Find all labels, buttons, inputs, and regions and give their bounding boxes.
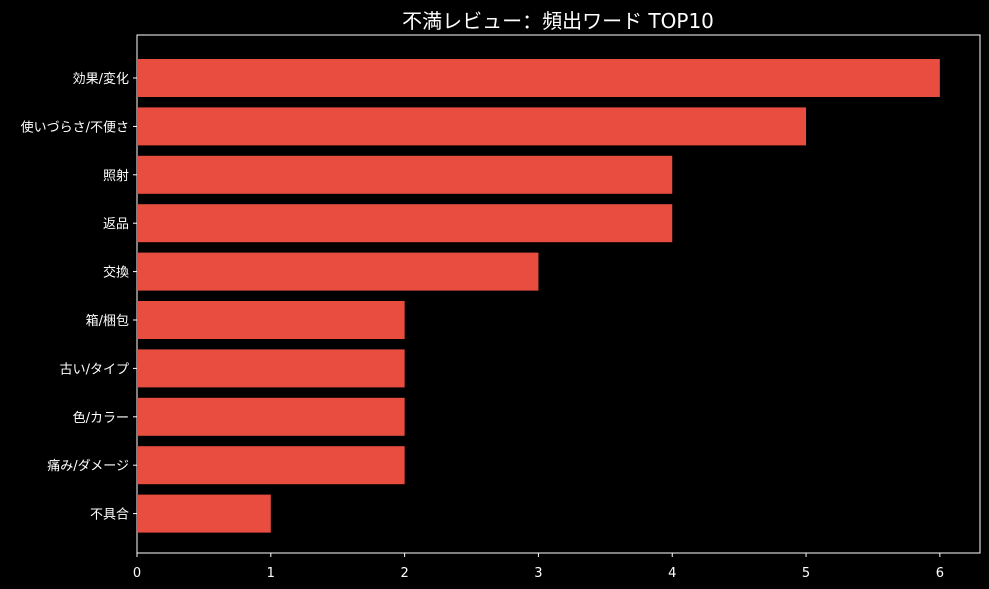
bar-8 <box>137 446 405 485</box>
bar-0 <box>137 59 940 97</box>
x-tick-label-6: 6 <box>936 566 944 581</box>
plot-frame <box>136 34 981 554</box>
chart-title: 不満レビュー：頻出ワード TOP10 <box>402 9 714 33</box>
y-tick-label-2: 照射 <box>103 168 129 184</box>
bar-2 <box>137 155 673 194</box>
bar-9 <box>137 494 271 533</box>
bar-1 <box>137 107 807 146</box>
y-tick-label-3: 返品 <box>103 217 129 232</box>
x-tick-label-5: 5 <box>802 566 810 581</box>
y-tick-label-7: 色/カラー <box>73 410 129 426</box>
x-tick-label-0: 0 <box>133 566 141 581</box>
x-tick-label-2: 2 <box>400 566 408 581</box>
y-tick-label-6: 古い/タイプ <box>60 362 129 377</box>
x-tick-label-1: 1 <box>267 566 275 581</box>
bars-group <box>137 59 940 533</box>
x-tick-label-4: 4 <box>668 566 676 581</box>
bar-3 <box>137 204 673 243</box>
y-axis-ticks: 効果/変化使いづらさ/不便さ照射返品交換箱/梱包古い/タイプ色/カラー痛み/ダメ… <box>21 71 137 523</box>
y-tick-label-4: 交換 <box>103 265 129 281</box>
y-tick-label-9: 不具合 <box>90 508 129 523</box>
y-tick-label-1: 使いづらさ/不便さ <box>21 119 129 135</box>
y-tick-label-8: 痛み/ダメージ <box>47 458 129 474</box>
x-axis-ticks: 0 1 2 3 4 5 6 <box>133 553 944 581</box>
y-tick-label-5: 箱/梱包 <box>86 313 129 329</box>
x-tick-label-3: 3 <box>534 566 542 581</box>
bar-4 <box>137 252 539 291</box>
bar-5 <box>137 301 405 339</box>
bar-7 <box>137 397 405 436</box>
y-tick-label-0: 効果/変化 <box>73 71 129 87</box>
bar-6 <box>137 349 405 388</box>
